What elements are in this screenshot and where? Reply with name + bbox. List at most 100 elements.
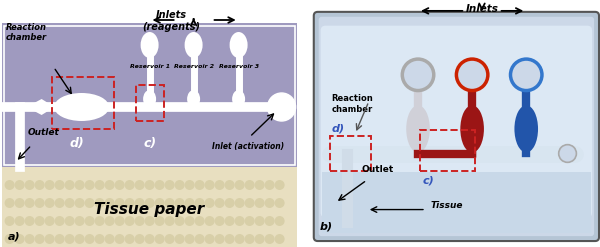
Circle shape	[164, 234, 175, 244]
Text: d): d)	[331, 124, 344, 134]
Circle shape	[85, 198, 95, 208]
Circle shape	[35, 216, 44, 226]
Text: Reaction
chamber: Reaction chamber	[5, 22, 47, 42]
Circle shape	[265, 216, 275, 226]
Circle shape	[35, 198, 44, 208]
Circle shape	[104, 180, 115, 190]
Circle shape	[224, 216, 235, 226]
Circle shape	[44, 198, 55, 208]
Circle shape	[134, 234, 145, 244]
Circle shape	[65, 234, 74, 244]
Circle shape	[145, 234, 155, 244]
Circle shape	[265, 234, 275, 244]
Circle shape	[85, 216, 95, 226]
Circle shape	[104, 234, 115, 244]
Ellipse shape	[406, 105, 430, 152]
Circle shape	[134, 216, 145, 226]
Circle shape	[463, 66, 481, 84]
Circle shape	[14, 180, 25, 190]
Circle shape	[155, 198, 164, 208]
Circle shape	[275, 180, 284, 190]
Circle shape	[74, 216, 85, 226]
Text: c): c)	[423, 175, 435, 185]
Circle shape	[402, 59, 434, 91]
Circle shape	[104, 216, 115, 226]
Circle shape	[65, 216, 74, 226]
Circle shape	[44, 216, 55, 226]
Circle shape	[65, 198, 74, 208]
Circle shape	[275, 198, 284, 208]
Circle shape	[517, 66, 535, 84]
Circle shape	[74, 234, 85, 244]
Text: Tissue paper: Tissue paper	[94, 202, 205, 217]
Text: d): d)	[69, 137, 84, 150]
Circle shape	[254, 198, 265, 208]
Polygon shape	[26, 99, 55, 115]
Circle shape	[275, 216, 284, 226]
Circle shape	[175, 216, 185, 226]
Text: c): c)	[143, 137, 156, 150]
Circle shape	[215, 216, 224, 226]
Circle shape	[85, 180, 95, 190]
Circle shape	[409, 66, 427, 84]
Text: a): a)	[8, 231, 20, 241]
Bar	[329, 136, 371, 171]
Circle shape	[185, 216, 194, 226]
Circle shape	[175, 180, 185, 190]
Ellipse shape	[143, 90, 156, 108]
Ellipse shape	[460, 105, 484, 152]
Circle shape	[254, 234, 265, 244]
Circle shape	[205, 180, 215, 190]
Circle shape	[14, 216, 25, 226]
Circle shape	[175, 198, 185, 208]
Circle shape	[194, 180, 205, 190]
Circle shape	[55, 198, 65, 208]
Text: Inlets
(reagents): Inlets (reagents)	[143, 10, 200, 32]
Circle shape	[194, 234, 205, 244]
Circle shape	[35, 180, 44, 190]
Circle shape	[115, 234, 125, 244]
Text: Reservoir 2: Reservoir 2	[173, 64, 214, 69]
Circle shape	[164, 198, 175, 208]
Circle shape	[44, 180, 55, 190]
Ellipse shape	[187, 90, 200, 108]
FancyBboxPatch shape	[320, 26, 592, 217]
Circle shape	[164, 216, 175, 226]
Circle shape	[5, 198, 14, 208]
Circle shape	[215, 180, 224, 190]
Ellipse shape	[140, 32, 158, 58]
Circle shape	[55, 180, 65, 190]
Circle shape	[245, 216, 254, 226]
Circle shape	[265, 180, 275, 190]
Circle shape	[254, 216, 265, 226]
Circle shape	[224, 180, 235, 190]
Circle shape	[194, 216, 205, 226]
Circle shape	[65, 180, 74, 190]
Circle shape	[224, 234, 235, 244]
Text: Inlet (activation): Inlet (activation)	[212, 142, 284, 151]
Circle shape	[175, 234, 185, 244]
Circle shape	[215, 234, 224, 244]
Circle shape	[457, 59, 488, 91]
Text: Outlet: Outlet	[362, 165, 394, 174]
Circle shape	[35, 234, 44, 244]
Circle shape	[125, 180, 134, 190]
Circle shape	[5, 234, 14, 244]
Circle shape	[559, 145, 577, 162]
Circle shape	[95, 216, 104, 226]
Text: b): b)	[320, 221, 333, 231]
FancyBboxPatch shape	[314, 12, 599, 241]
Circle shape	[115, 198, 125, 208]
FancyBboxPatch shape	[319, 17, 594, 236]
Circle shape	[245, 234, 254, 244]
Circle shape	[254, 180, 265, 190]
Circle shape	[205, 198, 215, 208]
Text: Reaction
chamber: Reaction chamber	[331, 95, 373, 114]
Circle shape	[85, 234, 95, 244]
Circle shape	[134, 198, 145, 208]
Circle shape	[115, 180, 125, 190]
Circle shape	[74, 198, 85, 208]
Circle shape	[115, 216, 125, 226]
Circle shape	[145, 198, 155, 208]
Circle shape	[185, 198, 194, 208]
